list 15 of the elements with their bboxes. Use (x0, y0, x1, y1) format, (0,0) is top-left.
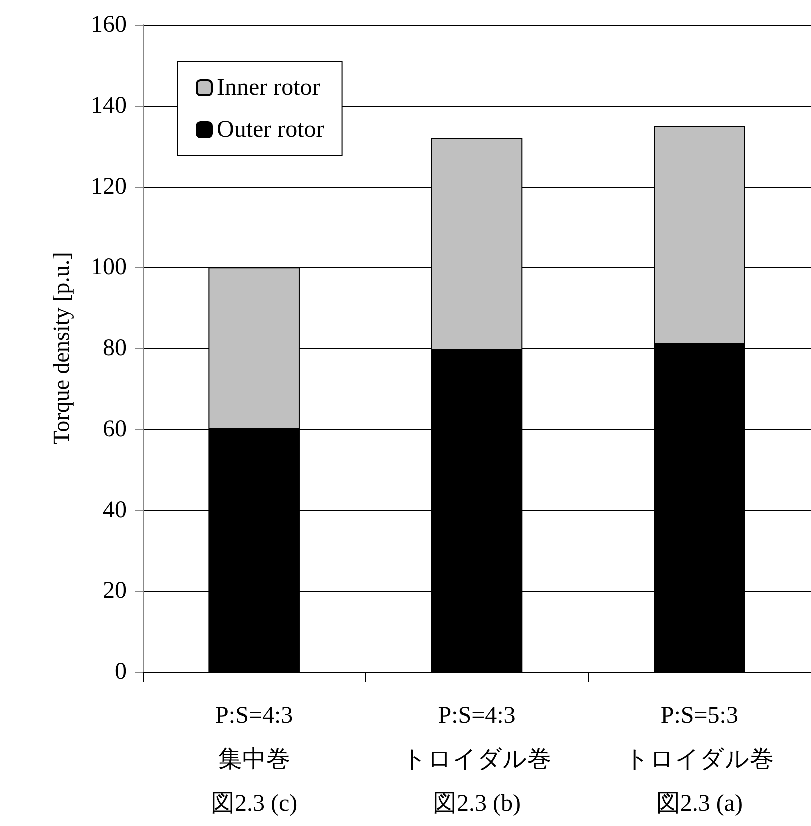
y-tick-label: 120 (91, 174, 127, 200)
y-tick-label: 40 (103, 497, 127, 524)
x-tick-label: P:S=4:3 トロイダル巻図2.3 (b) (402, 703, 552, 817)
y-tick-label: 0 (115, 659, 127, 685)
y-tick-label: 160 (91, 12, 127, 38)
y-tick-label: 80 (103, 336, 127, 362)
legend-label: Inner rotor (217, 75, 320, 101)
y-tick-label: 60 (103, 416, 127, 442)
y-tick-label: 20 (103, 578, 127, 604)
y-tick-label: 100 (91, 254, 127, 281)
y-axis-title: Torque density [p.u.] (49, 252, 74, 445)
x-tick-label: P:S=4:3 集中巻図2.3 (c) (211, 703, 298, 817)
x-tick-label: P:S=5:3 トロイダル巻図2.3 (a) (625, 703, 774, 817)
legend-label: Outer rotor (217, 117, 324, 143)
y-tick-label: 140 (91, 92, 127, 119)
